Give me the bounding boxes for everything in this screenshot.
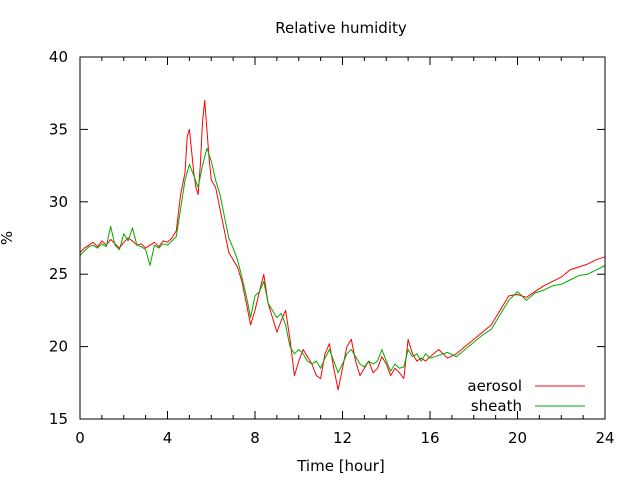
axis-ticks: 0 4 8 12 16 20 24 15 20 25 30 35 40 (49, 48, 615, 447)
chart-title: Relative humidity (275, 19, 407, 37)
y-tick-label: 30 (49, 193, 68, 211)
plot-frame (79, 56, 606, 420)
y-tick-label: 20 (49, 338, 68, 356)
series-line-sheath (79, 147, 606, 374)
legend-label-aerosol: aerosol (467, 377, 522, 395)
x-tick-label: 0 (75, 429, 85, 447)
y-tick-label: 25 (49, 265, 68, 283)
x-tick-label: 4 (163, 429, 173, 447)
plot-area (79, 99, 606, 391)
x-tick-label: 16 (420, 429, 439, 447)
series-line-aerosol (79, 99, 606, 391)
x-tick-label: 20 (508, 429, 527, 447)
y-axis-label: % (0, 231, 16, 245)
y-tick-label: 35 (49, 120, 68, 138)
legend-label-sheath: sheath (471, 397, 522, 415)
x-tick-label: 8 (250, 429, 260, 447)
legend: aerosol sheath (467, 377, 585, 415)
y-tick-label: 40 (49, 48, 68, 66)
x-tick-label: 24 (595, 429, 614, 447)
x-tick-label: 12 (333, 429, 352, 447)
x-axis-label: Time [hour] (296, 457, 385, 475)
y-tick-label: 15 (49, 410, 68, 428)
